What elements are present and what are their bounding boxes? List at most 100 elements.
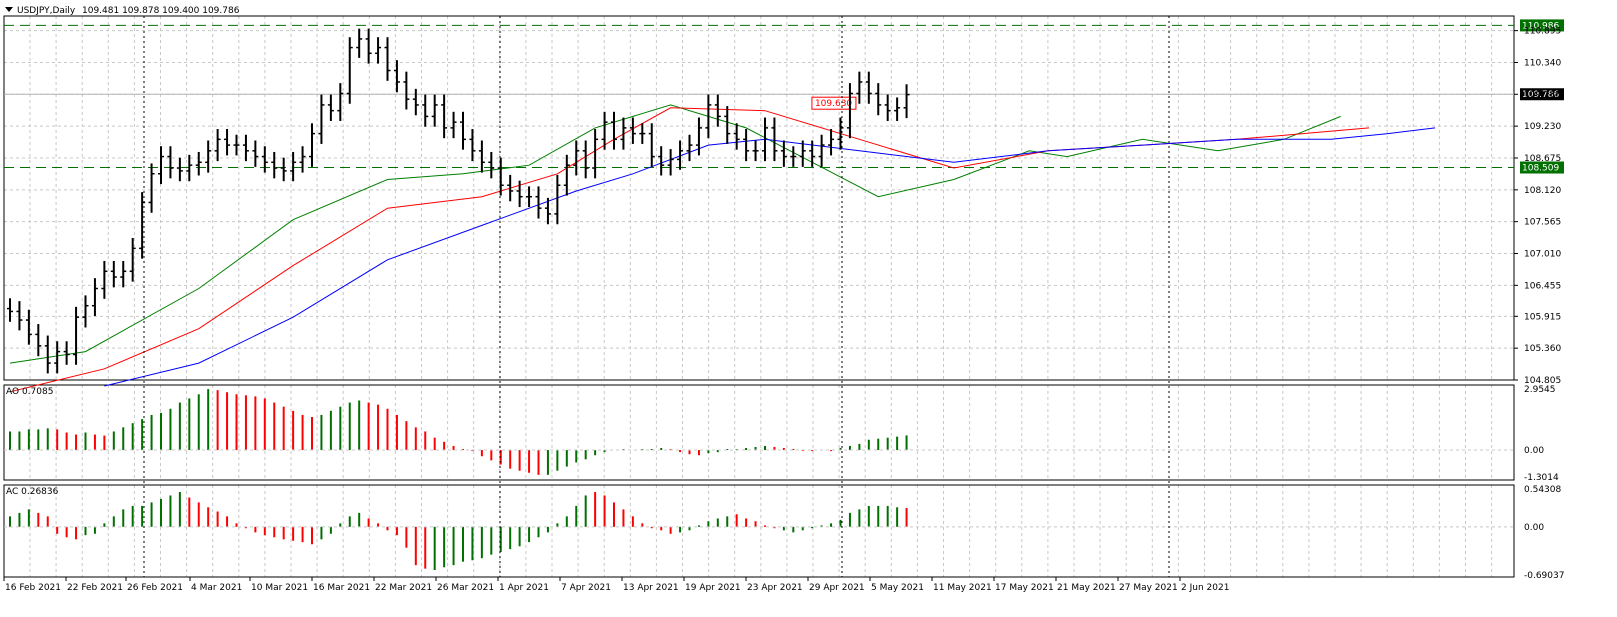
- ohlc-bar[interactable]: [809, 140, 816, 167]
- ohlc-bar[interactable]: [271, 151, 278, 179]
- ohlc-bar[interactable]: [365, 28, 372, 64]
- ohlc-bar[interactable]: [733, 123, 740, 150]
- ohlc-bar[interactable]: [205, 140, 212, 173]
- ohlc-bar[interactable]: [148, 163, 155, 213]
- ohlc-bar[interactable]: [412, 88, 419, 116]
- ohlc-bar[interactable]: [44, 335, 51, 374]
- ohlc-bar[interactable]: [214, 129, 221, 162]
- ohlc-bar[interactable]: [356, 28, 363, 58]
- ohlc-bar[interactable]: [16, 301, 23, 331]
- ohlc-bar[interactable]: [639, 123, 646, 144]
- ohlc-bar[interactable]: [233, 134, 240, 156]
- ohlc-bar[interactable]: [73, 306, 80, 365]
- ohlc-bar[interactable]: [846, 83, 853, 139]
- ohlc-bar[interactable]: [677, 140, 684, 170]
- ohlc-bar[interactable]: [469, 129, 476, 162]
- ohlc-bar[interactable]: [63, 341, 70, 365]
- ohlc-bar[interactable]: [167, 146, 174, 179]
- dropdown-triangle-icon[interactable]: [5, 7, 13, 12]
- ohlc-bar[interactable]: [884, 94, 891, 121]
- ohlc-bar[interactable]: [856, 71, 863, 104]
- ohlc-bar[interactable]: [497, 157, 504, 196]
- ohlc-bar[interactable]: [535, 186, 542, 219]
- ohlc-bar[interactable]: [686, 134, 693, 162]
- ohlc-bar[interactable]: [393, 60, 400, 93]
- ohlc-bar[interactable]: [544, 197, 551, 225]
- ohlc-bar[interactable]: [252, 140, 259, 167]
- ohlc-bar[interactable]: [516, 180, 523, 208]
- ohlc-bar[interactable]: [780, 140, 787, 167]
- ohlc-bar[interactable]: [629, 117, 636, 144]
- ohlc-bar[interactable]: [573, 140, 580, 176]
- ohlc-bar[interactable]: [592, 129, 599, 179]
- ac-panel[interactable]: [3, 484, 1515, 578]
- ohlc-bar[interactable]: [101, 260, 108, 299]
- ohlc-bar[interactable]: [158, 146, 164, 185]
- ohlc-bar[interactable]: [818, 134, 825, 167]
- ohlc-bar[interactable]: [261, 146, 268, 173]
- ohlc-bar[interactable]: [875, 83, 882, 116]
- ohlc-bar[interactable]: [129, 238, 136, 282]
- ohlc-bar[interactable]: [337, 83, 344, 121]
- ohlc-bar[interactable]: [705, 94, 712, 139]
- ohlc-bar[interactable]: [25, 309, 32, 345]
- ohlc-bar[interactable]: [611, 111, 617, 150]
- ohlc-bar[interactable]: [563, 154, 570, 196]
- ohlc-bar[interactable]: [865, 71, 872, 104]
- ohlc-bar[interactable]: [176, 157, 183, 182]
- ohlc-bar[interactable]: [375, 37, 382, 64]
- ohlc-bar[interactable]: [507, 174, 514, 202]
- ohlc-bar[interactable]: [346, 37, 353, 104]
- ohlc-bar[interactable]: [762, 117, 768, 162]
- ohlc-bar[interactable]: [582, 140, 589, 179]
- ohlc-bar[interactable]: [441, 94, 448, 139]
- ohlc-bar[interactable]: [450, 111, 457, 139]
- ohlc-bar[interactable]: [290, 151, 297, 182]
- ohlc-bar[interactable]: [318, 94, 325, 144]
- ohlc-bar[interactable]: [790, 146, 797, 167]
- ohlc-bar[interactable]: [526, 186, 533, 208]
- ohlc-bar[interactable]: [195, 151, 202, 176]
- price-annotation-box[interactable]: [811, 96, 857, 110]
- ohlc-bar[interactable]: [771, 117, 778, 162]
- ohlc-bar[interactable]: [695, 117, 702, 156]
- ohlc-bar[interactable]: [488, 151, 495, 179]
- ohlc-bar[interactable]: [658, 146, 665, 176]
- ohlc-bar[interactable]: [478, 140, 485, 173]
- ohlc-bar[interactable]: [110, 260, 117, 288]
- ohlc-bar[interactable]: [431, 94, 438, 127]
- ohlc-bar[interactable]: [120, 260, 127, 288]
- ohlc-bar[interactable]: [894, 97, 901, 121]
- ohlc-bar[interactable]: [460, 111, 466, 150]
- ohlc-bar[interactable]: [35, 324, 42, 357]
- ohlc-bar[interactable]: [601, 111, 608, 150]
- ohlc-bar[interactable]: [554, 174, 561, 225]
- ohlc-bar[interactable]: [903, 84, 910, 119]
- price-panel[interactable]: [3, 15, 1515, 381]
- ohlc-bar[interactable]: [828, 129, 835, 156]
- ohlc-bar[interactable]: [403, 71, 410, 110]
- ohlc-bar[interactable]: [309, 123, 315, 167]
- ohlc-bar[interactable]: [224, 129, 231, 156]
- ohlc-bar[interactable]: [724, 106, 731, 144]
- ohlc-bar[interactable]: [648, 123, 655, 167]
- ohlc-bar[interactable]: [54, 341, 61, 374]
- ohlc-bar[interactable]: [799, 140, 806, 167]
- ohlc-bar[interactable]: [743, 129, 750, 162]
- ao-panel[interactable]: [3, 384, 1515, 481]
- ohlc-bar[interactable]: [7, 298, 13, 322]
- ohlc-bar[interactable]: [280, 157, 287, 182]
- ohlc-bar[interactable]: [82, 295, 89, 328]
- ohlc-bar[interactable]: [384, 37, 391, 81]
- ohlc-bar[interactable]: [422, 94, 429, 127]
- ohlc-bar[interactable]: [667, 149, 674, 176]
- ohlc-bar[interactable]: [299, 146, 306, 173]
- ohlc-bar[interactable]: [91, 278, 98, 317]
- ohlc-bar[interactable]: [620, 117, 627, 150]
- ohlc-bar[interactable]: [186, 154, 193, 182]
- ohlc-bar[interactable]: [327, 94, 334, 121]
- ohlc-bar[interactable]: [752, 140, 759, 162]
- ohlc-bar[interactable]: [714, 94, 721, 127]
